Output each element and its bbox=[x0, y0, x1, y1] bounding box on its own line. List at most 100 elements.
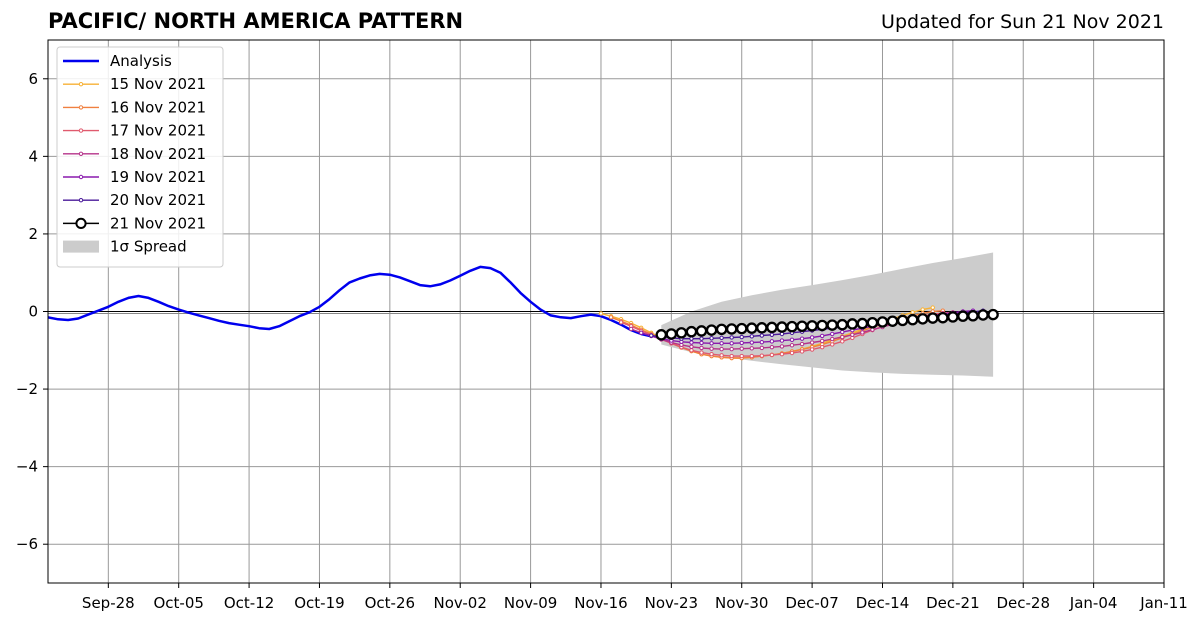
series-point-4 bbox=[799, 341, 805, 347]
series-point-current bbox=[826, 319, 838, 331]
legend: Analysis 15 Nov 2021 16 Nov 2021 17 Nov 202… bbox=[56, 46, 224, 268]
series-point-1 bbox=[920, 307, 925, 312]
legend-box bbox=[56, 46, 224, 268]
y-tick-label: 2 bbox=[28, 225, 38, 243]
series-point-current bbox=[977, 309, 989, 321]
x-tick-label: Nov-23 bbox=[645, 594, 698, 612]
series-point-5 bbox=[749, 340, 754, 345]
series-point-1 bbox=[930, 305, 935, 310]
series-point-5 bbox=[840, 329, 845, 335]
series-point-current bbox=[866, 316, 879, 329]
x-tick-label: Oct-19 bbox=[294, 594, 344, 612]
series-point-current bbox=[746, 322, 758, 334]
series-point-current bbox=[776, 321, 788, 333]
legend-swatch-spread bbox=[63, 240, 99, 253]
series-point-5 bbox=[769, 339, 775, 344]
series-point-4 bbox=[819, 338, 825, 344]
series-point-current bbox=[856, 317, 869, 330]
series-point-6 bbox=[709, 336, 714, 341]
series-point-6 bbox=[689, 336, 694, 341]
series-point-current bbox=[906, 313, 919, 326]
series-point-6 bbox=[749, 334, 754, 339]
legend-swatch-marker bbox=[75, 217, 87, 229]
series-point-4 bbox=[699, 345, 704, 351]
series-point-3 bbox=[779, 351, 785, 357]
x-tick-label: Oct-05 bbox=[153, 594, 203, 612]
series-point-3 bbox=[749, 353, 754, 359]
series-point-4 bbox=[860, 330, 865, 335]
series-point-4 bbox=[779, 344, 785, 349]
series-point-current bbox=[655, 329, 668, 341]
series-point-current bbox=[967, 310, 979, 322]
chart-subtitle: Updated for Sun 21 Nov 2021 bbox=[881, 11, 1164, 33]
series-point-4 bbox=[850, 332, 855, 337]
series-point-4 bbox=[840, 334, 845, 340]
x-tick-label: Nov-16 bbox=[574, 594, 627, 612]
legend-label: 15 Nov 2021 bbox=[110, 75, 206, 93]
series-point-current bbox=[735, 322, 748, 335]
x-tick-label: Oct-12 bbox=[224, 594, 274, 612]
y-tick-label: −4 bbox=[16, 458, 38, 476]
series-point-4 bbox=[729, 346, 734, 352]
legend-label: 18 Nov 2021 bbox=[110, 145, 206, 163]
series-point-current bbox=[766, 321, 778, 334]
series-point-4 bbox=[749, 346, 754, 351]
legend-swatch-marker bbox=[78, 198, 84, 203]
series-point-current bbox=[846, 318, 859, 330]
series-point-5 bbox=[638, 330, 644, 336]
series-point-4 bbox=[830, 336, 835, 342]
x-tick-label: Dec-21 bbox=[926, 594, 980, 612]
series-point-5 bbox=[759, 339, 765, 345]
series-point-5 bbox=[809, 335, 815, 340]
axes: −6 −4 −2 0 2 4 6 Sep-28 Oct-05 Oct-12 Oct-19 Oct-26… bbox=[16, 39, 1188, 612]
series-point-5 bbox=[799, 336, 805, 341]
x-tick-label: Jan-11 bbox=[1139, 594, 1188, 612]
series-point-current bbox=[947, 311, 959, 323]
series-point-4 bbox=[689, 344, 694, 349]
series-point-current bbox=[756, 322, 768, 334]
x-tick-label: Dec-07 bbox=[785, 594, 839, 612]
series-point-5 bbox=[689, 340, 694, 345]
legend-label: 21 Nov 2021 bbox=[110, 214, 206, 232]
series-point-current bbox=[816, 319, 828, 332]
x-tick-label: Nov-30 bbox=[715, 594, 768, 612]
series-point-current bbox=[896, 314, 909, 327]
series-point-3 bbox=[739, 353, 744, 359]
series-point-6 bbox=[739, 334, 744, 340]
series-point-3 bbox=[830, 342, 835, 347]
legend-label: 19 Nov 2021 bbox=[110, 168, 206, 186]
legend-label-spread: 1σ Spread bbox=[110, 238, 187, 256]
x-tick-label: Nov-09 bbox=[504, 594, 557, 612]
chart-title: PACIFIC/ NORTH AMERICA PATTERN bbox=[48, 9, 464, 33]
series-point-4 bbox=[709, 346, 714, 351]
series-point-5 bbox=[789, 337, 795, 343]
series-point-5 bbox=[779, 338, 785, 343]
y-tick-label: 4 bbox=[28, 147, 38, 165]
legend-label: 16 Nov 2021 bbox=[110, 98, 206, 116]
series-point-6 bbox=[759, 333, 765, 338]
series-point-6 bbox=[719, 335, 724, 341]
series-point-4 bbox=[789, 343, 795, 348]
series-point-3 bbox=[799, 349, 805, 354]
series-point-current bbox=[796, 320, 808, 332]
series-point-3 bbox=[689, 348, 694, 353]
legend-swatch-marker bbox=[78, 174, 84, 180]
series-point-3 bbox=[809, 347, 815, 352]
series-point-4 bbox=[809, 340, 815, 345]
x-tick-label: Dec-28 bbox=[996, 594, 1050, 612]
series-point-4 bbox=[719, 346, 724, 352]
series-point-3 bbox=[719, 353, 724, 358]
series-point-6 bbox=[729, 335, 734, 340]
series-point-current bbox=[957, 310, 969, 322]
series-point-3 bbox=[699, 350, 704, 355]
series-point-current bbox=[786, 320, 798, 333]
series-point-current bbox=[987, 308, 999, 321]
series-point-4 bbox=[870, 327, 875, 332]
series-point-1 bbox=[910, 310, 915, 315]
series-point-6 bbox=[769, 332, 775, 337]
series-point-current bbox=[937, 311, 949, 324]
series-point-5 bbox=[719, 341, 724, 346]
legend-swatch-marker bbox=[78, 105, 84, 110]
plot-area bbox=[48, 40, 1165, 583]
